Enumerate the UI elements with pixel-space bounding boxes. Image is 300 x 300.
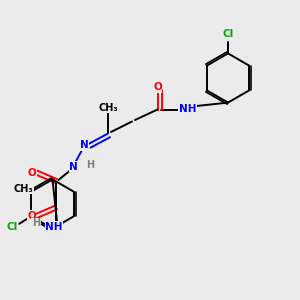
Text: NH: NH bbox=[45, 221, 63, 232]
Text: NH: NH bbox=[179, 104, 196, 115]
Text: O: O bbox=[27, 211, 36, 221]
Text: CH₃: CH₃ bbox=[14, 184, 34, 194]
Text: Cl: Cl bbox=[222, 29, 234, 39]
Text: O: O bbox=[28, 167, 37, 178]
Text: CH₃: CH₃ bbox=[98, 103, 118, 113]
Text: N: N bbox=[80, 140, 88, 151]
Text: N: N bbox=[69, 161, 78, 172]
Text: Cl: Cl bbox=[6, 222, 17, 232]
Text: O: O bbox=[153, 82, 162, 92]
Text: H: H bbox=[32, 218, 40, 229]
Text: H: H bbox=[86, 160, 94, 170]
